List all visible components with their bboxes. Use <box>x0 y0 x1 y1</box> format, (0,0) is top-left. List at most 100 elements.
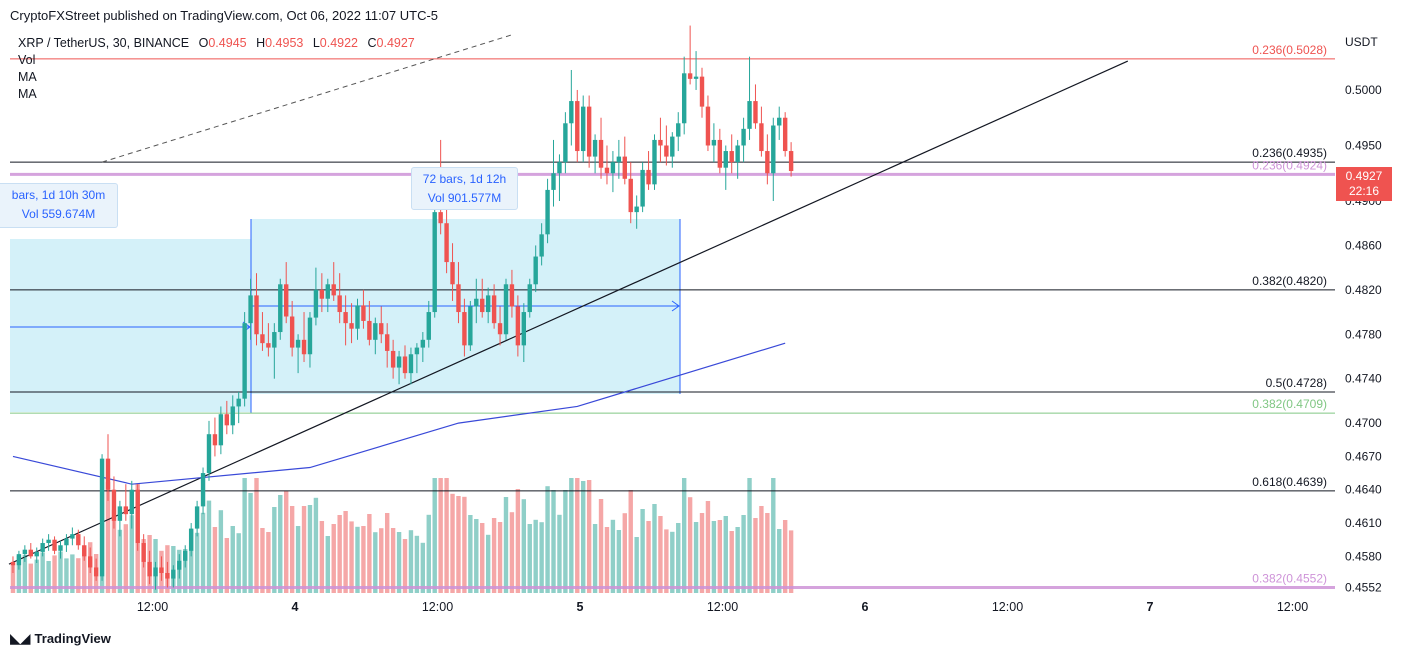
volume-bar <box>260 528 265 593</box>
volume-bar <box>581 481 586 593</box>
volume-bar <box>468 515 473 593</box>
low-value: 0.4922 <box>319 36 359 50</box>
candle <box>248 278 253 340</box>
candle <box>361 289 366 329</box>
symbol-row: XRP / TetherUS, 30, BINANCE O0.4945 H0.4… <box>18 35 415 52</box>
measure-right-vol: Vol 901.577M <box>427 191 502 205</box>
volume-bar <box>699 513 705 593</box>
candle <box>771 117 776 202</box>
candle <box>272 323 277 379</box>
candle <box>82 536 87 561</box>
candle <box>634 195 639 229</box>
volume-bar <box>373 532 378 593</box>
candle <box>777 106 782 140</box>
candle <box>278 278 283 340</box>
indicator-vol[interactable]: Vol <box>18 53 36 67</box>
trend-line <box>8 60 1129 565</box>
candle <box>741 117 746 163</box>
candle <box>569 69 574 146</box>
candle <box>485 287 491 324</box>
candle <box>200 467 206 515</box>
candle <box>129 480 134 529</box>
volume-bar <box>693 522 699 593</box>
candle <box>260 312 265 351</box>
volume-bar <box>586 480 592 593</box>
candle <box>218 406 224 455</box>
volume-bar <box>723 516 728 593</box>
volume-bar <box>551 490 556 593</box>
candle <box>575 89 580 163</box>
candle <box>384 323 390 368</box>
candle <box>527 278 532 318</box>
volume-bar <box>355 526 360 593</box>
range-box-left <box>10 239 251 412</box>
volume-bar <box>788 530 794 593</box>
volume-bar <box>194 532 200 593</box>
volume-bar <box>480 523 485 593</box>
candle <box>735 139 740 179</box>
measure-left-bars: bars, 1d 10h 30m <box>11 188 106 202</box>
fib-level-label: 0.382(0.4552) <box>1252 571 1327 585</box>
indicator-ma-1[interactable]: MA <box>18 70 37 84</box>
bar-countdown: 22:16 <box>1348 184 1380 198</box>
candle <box>379 306 384 344</box>
volume-bar <box>105 482 111 593</box>
volume-bar <box>741 515 746 593</box>
candle <box>331 262 336 301</box>
volume-bar <box>616 530 622 593</box>
candle <box>592 134 598 174</box>
fib-level-label: 0.236(0.4935) <box>1252 146 1327 160</box>
candle <box>301 312 307 363</box>
candle <box>396 350 402 385</box>
volume-bar <box>628 490 633 593</box>
volume-bar <box>676 523 681 593</box>
measure-box-left[interactable]: bars, 1d 10h 30m Vol 559.674M <box>0 183 118 228</box>
candle <box>93 558 99 581</box>
volume-bar <box>474 519 479 593</box>
volume-bar <box>367 514 372 593</box>
fib-levels: 0.236(0.5028) 0.236(0.4935)0.236(0.4924) 0… <box>10 43 1335 589</box>
high-label: H <box>256 36 266 50</box>
volume-bar <box>254 478 259 593</box>
candle <box>40 538 45 557</box>
volume-bar <box>248 493 253 593</box>
candle <box>480 278 485 318</box>
candle <box>153 561 158 590</box>
published-caption: CryptoFXStreet published on TradingView.… <box>10 8 439 23</box>
candle <box>652 134 657 190</box>
candle <box>58 540 63 559</box>
volume-bar <box>111 509 117 593</box>
volume-bar <box>284 491 289 593</box>
candle <box>188 523 194 557</box>
measure-left-vol: Vol 559.674M <box>21 207 96 221</box>
time-axis: 12:00 4 12:00 5 12:00 6 12:00 7 12:00 <box>137 600 1308 614</box>
last-price-tag: 0.4927 22:16 <box>1336 167 1392 201</box>
price-tick-label: 0.5000 <box>1345 83 1382 97</box>
tradingview-logo[interactable]: ◣◢ TradingView <box>10 630 111 647</box>
volume-bar <box>272 507 277 593</box>
price-tick-label: 0.4860 <box>1345 238 1382 252</box>
price-tick-label: 0.4552 <box>1345 580 1382 594</box>
candle <box>177 554 182 579</box>
candle <box>563 112 568 174</box>
volume-bar <box>230 526 235 593</box>
volume-bar <box>462 496 467 593</box>
candle <box>586 95 592 168</box>
volume-bar <box>485 534 491 593</box>
candle <box>604 145 610 185</box>
volume-bar <box>289 506 295 593</box>
open-value: 0.4945 <box>208 36 247 50</box>
candle <box>705 95 711 152</box>
indicator-ma-2[interactable]: MA <box>18 87 37 101</box>
candle <box>206 420 212 481</box>
volume-bar <box>450 493 455 593</box>
volume-bar <box>414 535 420 593</box>
chart-legend: XRP / TetherUS, 30, BINANCE O0.4945 H0.4… <box>18 35 415 103</box>
measure-box-right[interactable]: 72 bars, 1d 12h Vol 901.577M <box>411 167 518 210</box>
price-axis-bg <box>1335 0 1407 655</box>
candle <box>468 300 473 351</box>
candle <box>325 278 330 313</box>
volume-bar <box>711 521 717 593</box>
volume-bar <box>521 499 527 593</box>
